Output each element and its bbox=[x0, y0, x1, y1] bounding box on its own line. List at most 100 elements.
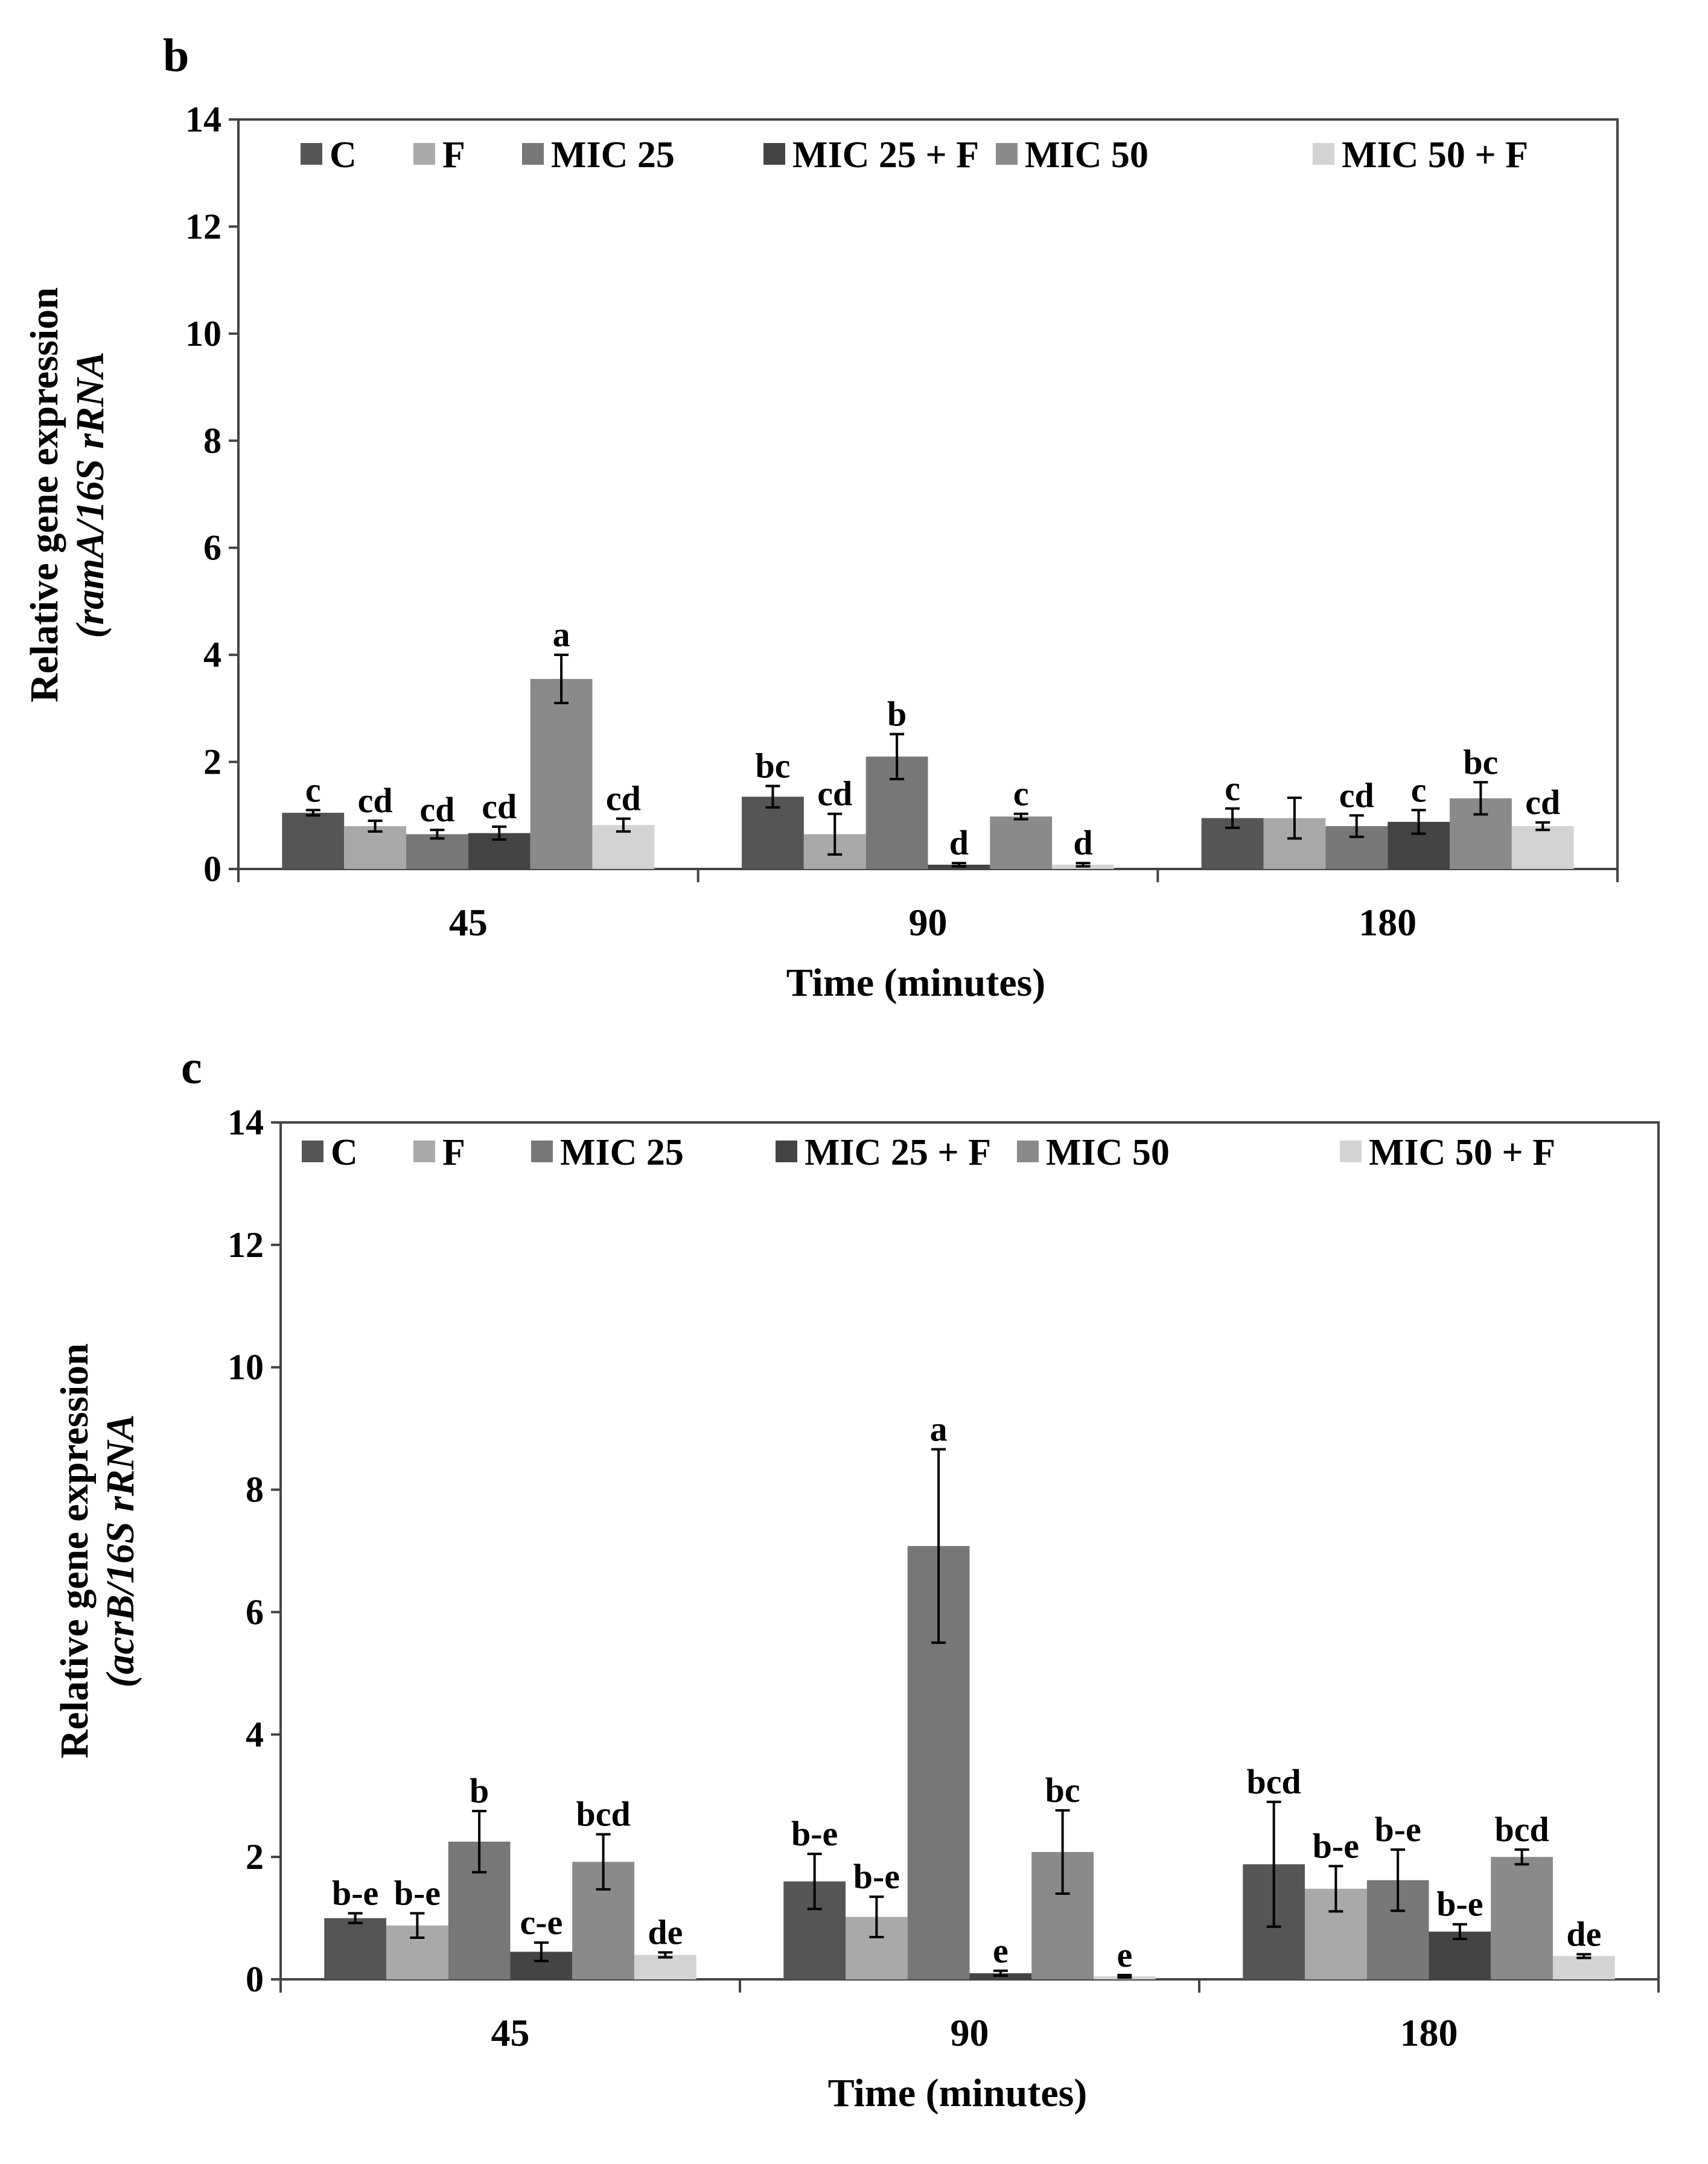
significance-letter: bcd bbox=[576, 1795, 630, 1834]
significance-letter: de bbox=[648, 1912, 683, 1952]
y-tick-label: 0 bbox=[246, 1959, 264, 1999]
bar-mic-25 bbox=[406, 834, 468, 869]
y-axis-title-line1: Relative gene expression bbox=[22, 287, 66, 702]
bar-mic-50 bbox=[990, 816, 1053, 869]
legend-label: MIC 50 bbox=[1025, 135, 1149, 176]
significance-letter: c bbox=[1225, 769, 1240, 808]
significance-letter: cd bbox=[358, 781, 393, 820]
bar-c bbox=[324, 1918, 387, 1979]
bar-mic-50 bbox=[530, 679, 593, 869]
x-category-label: 90 bbox=[951, 2011, 989, 2054]
significance-letter: cd bbox=[1339, 775, 1374, 815]
legend-label: MIC 50 + F bbox=[1342, 135, 1528, 176]
significance-letter: bc bbox=[1045, 1771, 1080, 1810]
y-axis-title: Relative gene expression(ramA/16S rRNA bbox=[22, 287, 112, 702]
legend-swatch bbox=[413, 143, 435, 165]
legend-swatch bbox=[996, 143, 1018, 165]
significance-letter: de bbox=[1566, 1914, 1601, 1953]
significance-letter: bcd bbox=[1494, 1810, 1549, 1849]
x-axis-title: Time (minutes) bbox=[786, 961, 1046, 1005]
bar-mic-50-f bbox=[1511, 826, 1574, 869]
legend-label: MIC 50 + F bbox=[1369, 1132, 1555, 1173]
significance-letter: e bbox=[993, 1931, 1009, 1970]
significance-letter: bcd bbox=[1247, 1762, 1301, 1801]
y-tick-label: 10 bbox=[228, 1348, 264, 1387]
bar-c bbox=[742, 797, 804, 869]
significance-letter: e bbox=[1117, 1935, 1132, 1975]
significance-letter: c bbox=[305, 770, 321, 809]
legend-swatch bbox=[413, 1141, 435, 1162]
legend-label: F bbox=[442, 1132, 465, 1173]
legend-label: MIC 25 bbox=[560, 1132, 684, 1173]
significance-letter: a bbox=[553, 615, 570, 654]
legend-label: C bbox=[331, 1132, 358, 1173]
y-tick-label: 10 bbox=[185, 314, 221, 354]
significance-letter: cd bbox=[482, 787, 517, 826]
legend-swatch bbox=[1017, 1141, 1039, 1162]
bar-mic-50 bbox=[1491, 1857, 1553, 1979]
legend-label: MIC 25 + F bbox=[805, 1132, 991, 1173]
legend-swatch bbox=[776, 1141, 797, 1162]
x-category-label: 180 bbox=[1359, 901, 1416, 944]
significance-letter: b-e bbox=[1436, 1885, 1483, 1924]
bar-c bbox=[282, 812, 345, 869]
legend-swatch bbox=[301, 143, 322, 165]
significance-letter: b-e bbox=[791, 1814, 838, 1853]
chart-panel-c: c 0 2 4 6 8 10 12 14 45 90 180 b-e b-e bcd b-e b-e b-e b a b… bbox=[53, 1041, 1660, 2115]
significance-letter: bc bbox=[755, 746, 790, 785]
x-category-label: 90 bbox=[909, 901, 948, 944]
legend-label: MIC 50 bbox=[1046, 1132, 1170, 1173]
y-axis-title-line2: (ramA/16S rRNA bbox=[68, 352, 112, 638]
bar-f bbox=[344, 826, 407, 869]
panel-letter: c bbox=[181, 1041, 202, 1093]
legend-swatch bbox=[522, 143, 544, 165]
x-category-label: 180 bbox=[1400, 2011, 1458, 2054]
legend-label: MIC 25 + F bbox=[792, 135, 979, 176]
significance-letter: b bbox=[470, 1771, 489, 1810]
legend-swatch bbox=[763, 143, 785, 165]
y-tick-label: 2 bbox=[246, 1837, 264, 1877]
significance-letter: b-e bbox=[1374, 1810, 1421, 1849]
significance-letter: bc bbox=[1463, 742, 1498, 781]
y-tick-label: 8 bbox=[246, 1470, 264, 1510]
legend-swatch bbox=[1313, 143, 1334, 165]
y-tick-label: 6 bbox=[246, 1592, 264, 1632]
x-category-label: 45 bbox=[449, 901, 488, 944]
significance-letter: b bbox=[887, 694, 907, 733]
significance-letter: b-e bbox=[853, 1857, 900, 1896]
bar-mic-50-f bbox=[634, 1955, 696, 1979]
y-tick-label: 4 bbox=[203, 635, 221, 675]
significance-letter: c-e bbox=[520, 1903, 562, 1942]
significance-letter: cd bbox=[1525, 783, 1560, 822]
significance-letter: d bbox=[1073, 823, 1092, 862]
y-axis-title-line1: Relative gene expression bbox=[53, 1343, 97, 1758]
legend-swatch bbox=[302, 1141, 323, 1162]
y-tick-label: 8 bbox=[203, 421, 221, 460]
y-tick-label: 14 bbox=[228, 1103, 264, 1142]
bar-mic-50-f bbox=[1552, 1956, 1615, 1979]
legend-swatch bbox=[1340, 1141, 1362, 1162]
x-axis-title: Time (minutes) bbox=[828, 2071, 1088, 2115]
legend-label: F bbox=[442, 135, 465, 176]
y-tick-label: 4 bbox=[246, 1714, 264, 1754]
significance-letter: cd bbox=[606, 779, 641, 818]
y-axis-title: Relative gene expression(acrB/16S rRNA bbox=[53, 1343, 142, 1758]
panel-letter: b bbox=[163, 29, 189, 81]
significance-letter: c bbox=[1411, 770, 1427, 809]
significance-letter: a bbox=[930, 1410, 948, 1449]
significance-letter: d bbox=[949, 823, 969, 862]
legend-swatch bbox=[531, 1141, 553, 1162]
y-tick-label: 6 bbox=[203, 528, 221, 568]
significance-letter: cd bbox=[817, 774, 852, 813]
legend-label: MIC 25 bbox=[551, 135, 675, 176]
significance-letter: cd bbox=[419, 790, 454, 829]
y-tick-label: 0 bbox=[203, 849, 221, 889]
legend-label: C bbox=[330, 135, 357, 176]
y-tick-label: 2 bbox=[203, 742, 221, 782]
y-tick-label: 12 bbox=[185, 206, 221, 246]
significance-letter: b-e bbox=[332, 1873, 378, 1912]
significance-letter: c bbox=[1013, 774, 1029, 813]
significance-letter: b-e bbox=[394, 1873, 441, 1912]
x-category-label: 45 bbox=[491, 2011, 530, 2054]
